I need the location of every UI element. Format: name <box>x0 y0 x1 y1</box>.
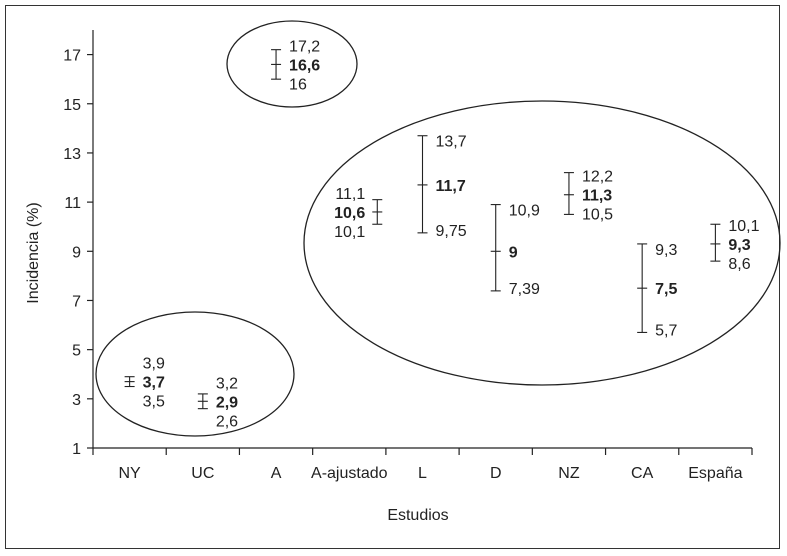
lower-value-label: 9,75 <box>436 223 467 240</box>
point-value-label: 9,3 <box>728 237 750 254</box>
x-ticks: NY UC A A-ajustado L D NZ CA España <box>92 448 753 482</box>
group-ellipse <box>303 100 781 386</box>
lower-value-label: 7,39 <box>509 281 540 298</box>
y-axis-label: Incidencia (%) <box>25 202 42 303</box>
x-axis-label: Estudios <box>387 507 448 524</box>
upper-value-label: 9,3 <box>655 242 677 259</box>
point-value-label: 2,9 <box>216 394 238 411</box>
group-ellipse <box>95 311 295 437</box>
y-tick-label: 13 <box>63 146 81 163</box>
lower-value-label: 16 <box>289 76 307 93</box>
point-value-label: 3,7 <box>143 375 165 392</box>
y-tick-label: 9 <box>72 244 81 261</box>
lower-value-label: 8,6 <box>728 256 750 273</box>
upper-value-label: 17,2 <box>289 38 320 55</box>
error-bars: 3,9 3,7 3,5 3,2 2,9 2,6 17,2 16,6 16 11,1 10,6 10,1… <box>124 38 760 430</box>
point-value-label: 11,7 <box>436 178 466 195</box>
lower-value-label: 5,7 <box>655 322 677 339</box>
group-ellipse <box>226 20 358 108</box>
x-tick-label: L <box>418 465 427 482</box>
upper-value-label: 3,2 <box>216 375 238 392</box>
group-ellipses <box>95 20 781 437</box>
upper-value-label: 13,7 <box>436 134 467 151</box>
point-value-label: 7,5 <box>655 281 677 298</box>
x-tick-label: UC <box>191 465 214 482</box>
upper-value-label: 10,1 <box>728 218 759 235</box>
point-value-label: 11,3 <box>582 188 612 205</box>
x-tick-label: NY <box>118 465 141 482</box>
lower-value-label: 10,1 <box>334 224 365 241</box>
lower-value-label: 3,5 <box>143 394 165 411</box>
y-tick-label: 11 <box>64 195 81 212</box>
y-tick-label: 17 <box>63 48 81 65</box>
chart-frame <box>5 5 780 549</box>
x-tick-label: D <box>490 465 502 482</box>
x-tick-label: A <box>271 465 282 482</box>
upper-value-label: 11,1 <box>335 186 365 203</box>
y-tick-label: 7 <box>72 293 81 310</box>
x-tick-label: A-ajustado <box>311 465 388 482</box>
lower-value-label: 10,5 <box>582 207 613 224</box>
point-value-label: 10,6 <box>334 205 365 222</box>
axes: Incidencia (%) Estudios <box>25 30 752 524</box>
point-value-label: 16,6 <box>289 57 320 74</box>
x-tick-label: NZ <box>558 465 580 482</box>
upper-value-label: 12,2 <box>582 169 613 186</box>
upper-value-label: 10,9 <box>509 203 540 220</box>
y-tick-label: 3 <box>72 392 81 409</box>
x-tick-label: España <box>688 465 742 482</box>
lower-value-label: 2,6 <box>216 413 238 430</box>
x-tick-label: CA <box>631 465 654 482</box>
y-tick-label: 5 <box>72 343 81 360</box>
upper-value-label: 3,9 <box>143 356 165 373</box>
point-value-label: 9 <box>509 244 518 261</box>
y-tick-label: 15 <box>63 97 81 114</box>
y-tick-label: 1 <box>72 441 81 458</box>
